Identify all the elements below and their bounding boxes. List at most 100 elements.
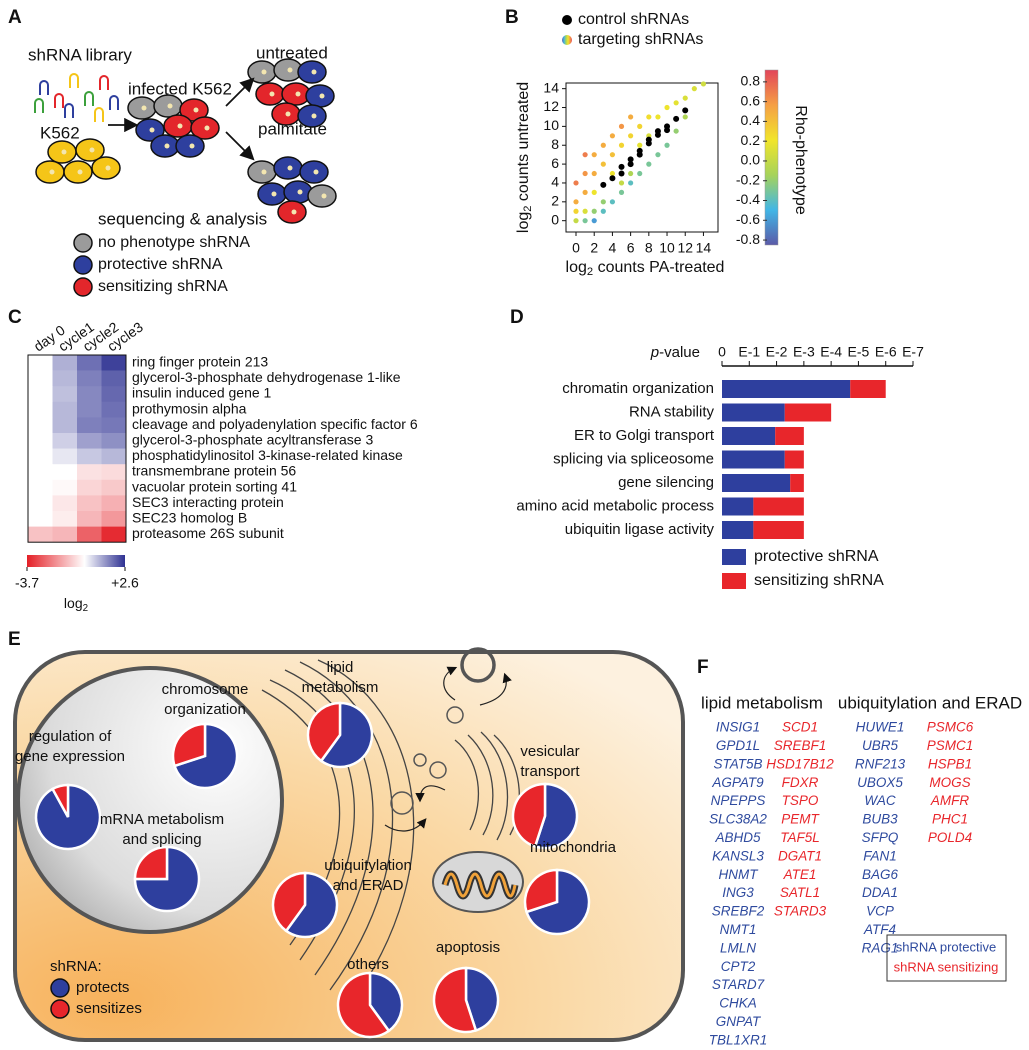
arrow [225, 77, 255, 107]
pie-slice [319, 701, 374, 769]
legend-label: protects [76, 979, 129, 996]
heat-cell [28, 464, 53, 481]
row-label: vacuolar protein sorting 41 [132, 478, 297, 494]
gene-name: HNMT [719, 867, 760, 882]
control-point [645, 136, 652, 143]
cell-nucleus [149, 127, 155, 133]
cell-nucleus [204, 125, 210, 131]
heat-cell [28, 495, 53, 512]
gene-name: SCD1 [782, 720, 818, 735]
legend-label: shRNA protective [896, 939, 996, 954]
heat-cell [101, 526, 127, 543]
heat-cell [77, 401, 102, 418]
gene-name: AGPAT9 [711, 775, 764, 790]
gene-name: CPT2 [721, 959, 756, 974]
heat-cell [77, 511, 102, 527]
gene-name: ABHD5 [714, 830, 761, 845]
pie-slice [50, 783, 70, 818]
targeting-point [582, 218, 588, 224]
gene-name: BAG6 [862, 867, 899, 882]
library-label: shRNA library [28, 45, 132, 64]
gene-name: DDA1 [862, 885, 898, 900]
pie-label: chromosome [162, 681, 249, 698]
cell-nucleus [189, 143, 195, 149]
heat-cell [77, 526, 102, 543]
gene-name: PSMC6 [927, 720, 974, 735]
arrow [225, 131, 255, 161]
heat-cell [52, 417, 78, 434]
heat-cell [77, 433, 102, 449]
pie-slice [171, 722, 207, 768]
panel-label: B [505, 7, 519, 28]
row-label: glycerol-3-phosphate dehydrogenase 1-lik… [132, 369, 401, 385]
heat-cell [77, 495, 102, 512]
targeting-point [691, 86, 697, 92]
heat-cell [52, 355, 78, 371]
control-point [673, 115, 680, 122]
targeting-point [664, 104, 670, 111]
row-label: ring finger protein 213 [132, 354, 268, 370]
heat-cell [101, 417, 127, 434]
x-tick-label: E-3 [793, 344, 815, 360]
pie-label: apoptosis [436, 939, 500, 956]
heat-cell [101, 511, 127, 527]
gene-name: KANSL3 [712, 848, 764, 863]
gene-name: SREBF1 [774, 738, 827, 753]
targeting-point [609, 152, 616, 158]
heat-cell [52, 386, 78, 403]
pie-slice [523, 868, 559, 914]
control-point [627, 161, 634, 168]
row-label: phosphatidylinositol 3-kinase-related ki… [132, 447, 403, 463]
heat-cell [28, 448, 53, 465]
category-label: amino acid metabolic process [516, 497, 714, 514]
targeting-point [673, 100, 679, 106]
shrna-hairpin [69, 73, 79, 88]
label-subscript: 2 [83, 603, 88, 614]
gene-name: LMLN [720, 940, 756, 955]
x-tick-label: E-6 [875, 344, 897, 360]
bar-segment [775, 427, 804, 445]
label-subscript: 2 [587, 266, 593, 278]
gene-name: SFPQ [862, 830, 899, 845]
gene-name: TBL1XR1 [709, 1032, 768, 1047]
cell-nucleus [321, 193, 327, 199]
legend-label: control shRNAs [578, 11, 689, 28]
x-tick-label: 0 [572, 240, 580, 256]
targeting-point [600, 142, 606, 148]
pie-label: and ERAD [333, 877, 404, 894]
legend-label: sensitizing shRNA [98, 278, 228, 295]
heat-cell [52, 448, 78, 465]
legend-swatch [73, 277, 93, 297]
gene-name: POLD4 [928, 830, 972, 845]
control-point [609, 175, 616, 182]
heat-cell [52, 479, 78, 496]
heat-cell [77, 479, 102, 496]
targeting-point [591, 218, 597, 224]
cell-nucleus [61, 149, 67, 155]
row-label: proteasome 26S subunit [132, 525, 284, 541]
shrna-hairpin [34, 98, 44, 113]
gene-name: GPD1L [716, 738, 760, 753]
row-label: insulin induced gene 1 [132, 385, 272, 401]
gene-name: UBR5 [862, 738, 899, 753]
bar-segment [790, 474, 804, 492]
cell-nucleus [167, 103, 173, 109]
legend-swatch [722, 549, 746, 565]
gene-name: STARD7 [712, 977, 765, 992]
cell-nucleus [89, 147, 95, 153]
row-label: cleavage and polyadenylation specific fa… [132, 416, 418, 432]
heat-cell [52, 370, 78, 387]
cell-nucleus [319, 93, 325, 99]
legend-label: sensitizes [76, 1000, 142, 1017]
cell-nucleus [295, 91, 301, 97]
cell-nucleus [311, 69, 317, 75]
heat-cell [28, 370, 53, 387]
shrna-hairpin [94, 107, 104, 122]
gene-name: INSIG1 [716, 720, 760, 735]
control-point [618, 170, 625, 177]
targeting-point [573, 180, 579, 186]
category-label: ubiquitin ligase activity [565, 521, 715, 538]
panel-label: F [697, 657, 709, 678]
targeting-point [600, 199, 606, 205]
pie-label: gene expression [15, 748, 125, 765]
